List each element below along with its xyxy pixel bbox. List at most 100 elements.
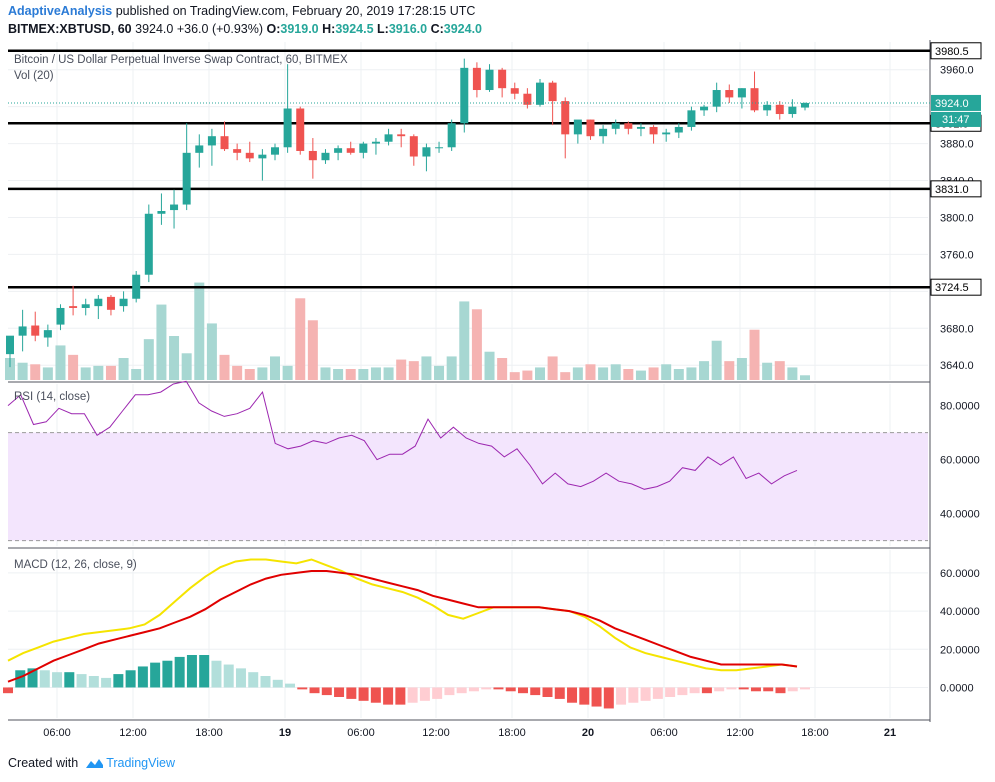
candle-body [447, 123, 456, 148]
time-tick-label: 06:00 [347, 727, 375, 739]
candle-body [725, 90, 734, 98]
volume-bar [307, 320, 318, 380]
macd-histogram-bar [542, 687, 553, 697]
macd-histogram-bar [444, 687, 455, 696]
candle-body [296, 108, 305, 151]
low-value: 3916.0 [388, 22, 428, 36]
published-text: published on TradingView.com, February 2… [115, 4, 476, 18]
last-price-box [931, 94, 981, 111]
candle-body [599, 128, 608, 137]
symbol-header: BITMEX:XBTUSD, 60 3924.0 +36.0 (+0.93%) … [8, 22, 482, 36]
volume-bar [80, 367, 91, 380]
macd-histogram-bar [76, 674, 87, 688]
volume-bar [219, 354, 230, 380]
volume-bar [774, 361, 785, 380]
volume-bar [181, 353, 192, 380]
volume-bar [724, 361, 735, 380]
volume-bar [800, 375, 810, 380]
macd-histogram-bar [150, 662, 161, 688]
volume-bar [358, 369, 369, 380]
footer: Created with TradingView [8, 756, 175, 770]
candle-body [258, 154, 267, 159]
rsi-pane-title: RSI (14, close) [14, 391, 91, 403]
candle-body [6, 335, 14, 355]
price-tick-label: 3880.0 [940, 139, 974, 151]
candle-body [561, 101, 570, 135]
macd-histogram-bar [468, 687, 479, 692]
author-link[interactable]: AdaptiveAnalysis [8, 4, 113, 18]
symbol-interval: BITMEX:XBTUSD, 60 [8, 22, 132, 36]
macd-histogram-bar [652, 687, 663, 699]
level-label: 3724.5 [935, 282, 969, 294]
price-tick-label: 3760.0 [940, 249, 974, 261]
macd-histogram-bar [800, 687, 810, 690]
time-tick-label: 20 [582, 727, 594, 739]
candle-body [624, 123, 633, 129]
level-label-box [930, 180, 982, 198]
macd-histogram-bar [419, 687, 430, 701]
candle-body [384, 134, 393, 142]
candle-body [195, 145, 204, 153]
candle-body [636, 126, 645, 129]
last-price-label: 3924.0 [935, 98, 969, 110]
macd-histogram-bar [3, 687, 13, 694]
candle-body [573, 119, 582, 135]
time-tick-label: 18:00 [801, 727, 829, 739]
macd-histogram-bar [235, 668, 246, 688]
candle-body [498, 69, 507, 89]
candle-body [283, 108, 292, 148]
candle-body [207, 136, 216, 146]
volume-bar [749, 329, 760, 380]
macd-histogram-bar [481, 687, 492, 690]
volume-bar [535, 367, 545, 380]
macd-histogram-bar [579, 687, 590, 705]
time-tick-label: 18:00 [498, 727, 526, 739]
macd-histogram-bar [174, 656, 185, 688]
rsi-tick-label: 40.0000 [940, 509, 980, 521]
countdown-box [931, 111, 981, 127]
level-label: 3831.0 [935, 184, 969, 196]
macd-histogram-bar [554, 687, 565, 699]
macd-histogram-bar [763, 687, 774, 692]
volume-bar [270, 356, 280, 380]
volume-bar [673, 369, 684, 380]
macd-line [7, 570, 798, 683]
macd-histogram-bar [517, 687, 528, 694]
volume-bar [699, 361, 710, 380]
volume-bar [736, 358, 747, 380]
volume-bar [345, 369, 356, 380]
volume-label: Vol (20) [14, 70, 54, 82]
candle-body [472, 67, 481, 91]
volume-bar [131, 369, 142, 380]
macd-histogram-bar [113, 674, 124, 688]
volume-bar [206, 323, 217, 380]
candle-body [460, 67, 469, 124]
rsi-tick-label: 60.0000 [940, 455, 980, 467]
candle-body [132, 274, 141, 299]
candle-body [334, 148, 343, 153]
tradingview-logo[interactable]: TradingView [82, 756, 175, 770]
macd-histogram-bar [101, 677, 112, 688]
volume-bar [55, 345, 66, 380]
candle-body [182, 152, 191, 205]
volume-bar [118, 358, 129, 380]
candle-body [536, 82, 544, 105]
macd-histogram-bar [248, 672, 259, 688]
macd-histogram-bar [738, 687, 749, 690]
candle-body [775, 104, 784, 115]
macd-histogram-bar [137, 666, 148, 688]
volume-bar [484, 351, 495, 380]
macd-histogram-bar [297, 687, 308, 690]
signal-line [7, 558, 798, 672]
macd-histogram-bar [640, 687, 651, 701]
candle-body [788, 106, 797, 115]
macd-histogram-bar [775, 687, 786, 694]
close-value: 3924.0 [443, 22, 482, 36]
macd-histogram-bar [27, 668, 38, 688]
volume-bar [5, 358, 15, 380]
candle-body [233, 149, 242, 153]
candle-body [371, 141, 380, 144]
macd-histogram-bar [432, 687, 443, 699]
candle-body [43, 330, 52, 338]
